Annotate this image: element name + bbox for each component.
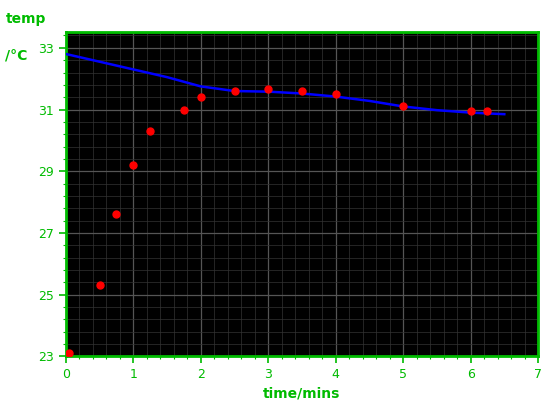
Point (129, 162, 138, 168)
Point (230, 88, 239, 94)
Point (95, 282, 104, 289)
Point (197, 94, 205, 100)
Text: temp: temp (5, 12, 46, 26)
Point (483, 108, 492, 114)
Point (264, 86, 273, 93)
Point (180, 106, 188, 113)
Point (146, 128, 155, 134)
X-axis label: time/mins: time/mins (264, 387, 340, 401)
Point (399, 103, 407, 110)
Text: /°C: /°C (5, 49, 28, 63)
Point (112, 211, 121, 218)
Point (65, 350, 74, 356)
Point (298, 88, 306, 94)
Point (331, 91, 340, 97)
Point (466, 108, 475, 114)
